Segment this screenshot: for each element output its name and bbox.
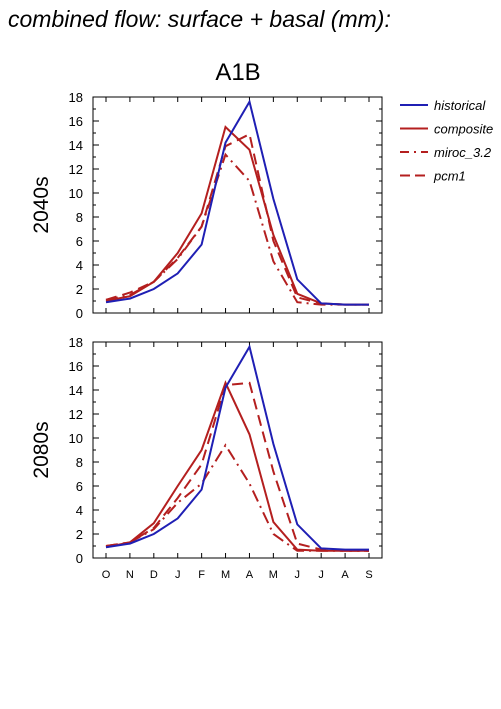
y-tick-label: 8 <box>76 210 83 225</box>
y-tick-label: 2 <box>76 527 83 542</box>
column-label: A1B <box>215 59 260 86</box>
y-tick-label: 12 <box>69 162 83 177</box>
x-tick-label: J <box>318 569 324 581</box>
y-tick-label: 14 <box>69 383 83 398</box>
series-line-pcm1 <box>105 132 369 306</box>
y-tick-label: 2 <box>76 282 83 297</box>
legend-label: composite <box>434 122 493 137</box>
series-line-historical <box>105 344 369 551</box>
x-tick-label: M <box>269 569 278 581</box>
y-tick-label: 6 <box>76 479 83 494</box>
y-tick-label: 4 <box>76 258 83 273</box>
chart-title: combined flow: surface + basal (mm): <box>8 6 391 32</box>
x-tick-label: D <box>150 569 158 581</box>
series-line-miroc-3-2 <box>105 152 369 306</box>
legend: historical composite miroc_3.2 pcm1 <box>400 98 493 184</box>
row-label: 2080s <box>30 421 53 478</box>
panel-2080s: 0 2 4 6 8 10 12 14 16 18 O N D J F M A M J J A S 2080s <box>30 335 383 581</box>
x-tick-label: O <box>102 569 111 581</box>
y-tick-label: 0 <box>76 551 83 566</box>
plot-frame <box>92 96 383 314</box>
series-line-composite <box>105 125 369 306</box>
y-tick-label: 4 <box>76 503 83 518</box>
plot-frame <box>92 341 383 559</box>
series-line-historical <box>105 99 369 306</box>
y-tick-label: 10 <box>69 431 83 446</box>
y-tick-label: 16 <box>69 359 83 374</box>
legend-label: historical <box>434 98 486 113</box>
x-tick-label: J <box>295 569 301 581</box>
legend-label: miroc_3.2 <box>434 145 492 160</box>
x-tick-label: J <box>175 569 181 581</box>
y-tick-label: 18 <box>69 90 83 105</box>
y-tick-label: 12 <box>69 407 83 422</box>
series-line-pcm1 <box>105 381 369 552</box>
y-tick-label: 18 <box>69 335 83 350</box>
x-tick-label: M <box>221 569 230 581</box>
x-tick-label: A <box>246 569 254 581</box>
y-tick-label: 0 <box>76 306 83 321</box>
y-tick-label: 10 <box>69 186 83 201</box>
x-tick-label: F <box>198 569 205 581</box>
series-line-composite <box>105 380 369 552</box>
panel-2040s: 0 2 4 6 8 10 12 14 16 18 2040s <box>30 90 383 321</box>
legend-label: pcm1 <box>433 169 466 184</box>
panels: 0 2 4 6 8 10 12 14 16 18 2040s 0 2 4 6 8 10 12 14 16 18 O N D J F… <box>30 90 383 581</box>
series-line-miroc-3-2 <box>105 443 369 552</box>
x-tick-label: S <box>365 569 372 581</box>
x-tick-label: A <box>341 569 349 581</box>
y-tick-label: 8 <box>76 455 83 470</box>
y-tick-label: 14 <box>69 138 83 153</box>
y-tick-label: 16 <box>69 114 83 129</box>
row-label: 2040s <box>30 176 53 233</box>
y-tick-label: 6 <box>76 234 83 249</box>
x-tick-label: N <box>126 569 134 581</box>
